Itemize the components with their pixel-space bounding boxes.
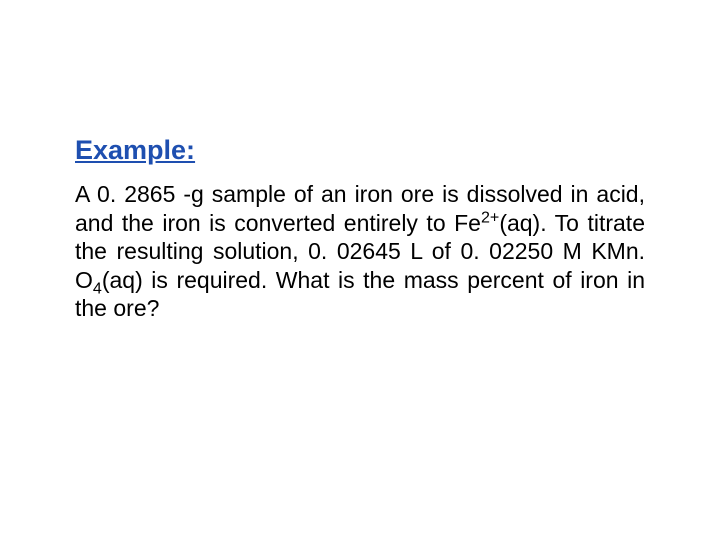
example-heading: Example:	[75, 135, 645, 166]
problem-statement: A 0. 2865 -g sample of an iron ore is di…	[75, 180, 645, 323]
slide-container: Example: A 0. 2865 -g sample of an iron …	[0, 0, 720, 540]
